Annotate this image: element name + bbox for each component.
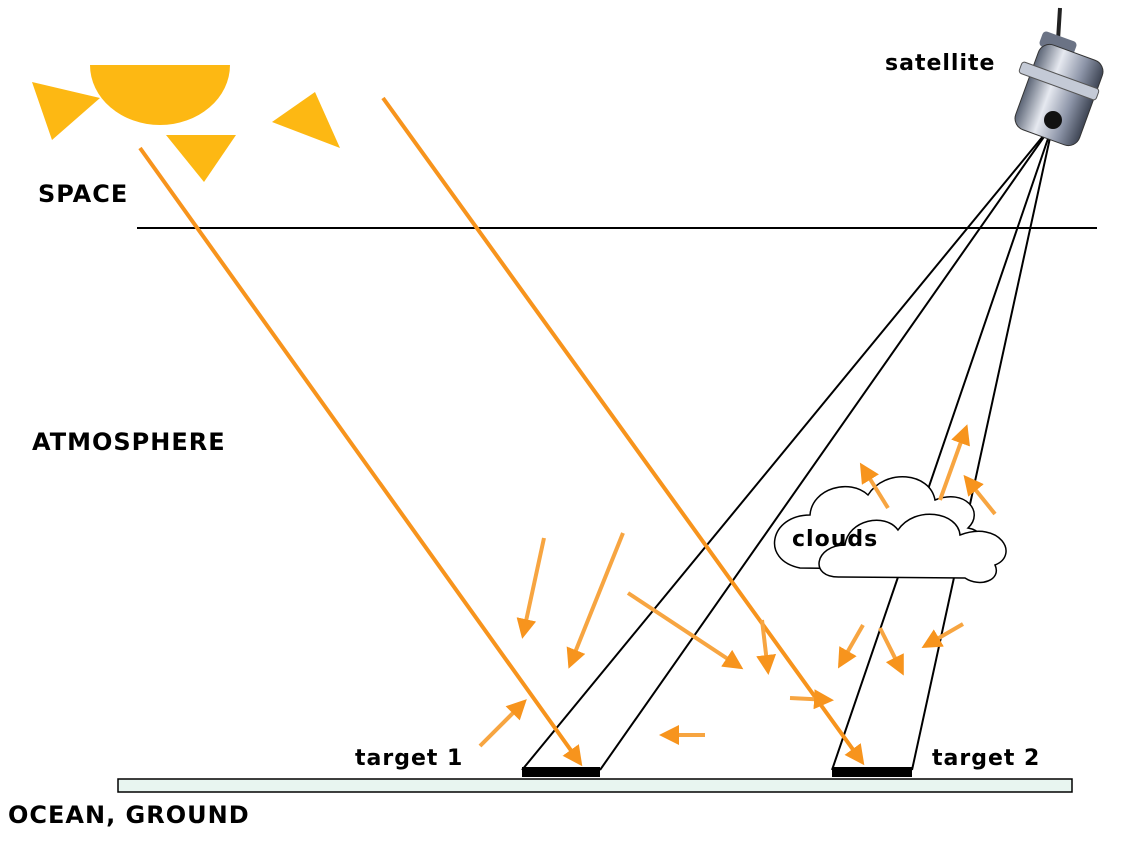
solar-ray-target2 [381,96,865,766]
view-line-target1-right [599,123,1054,771]
scatter-arrow [566,532,625,669]
solar-ray-target1 [138,146,583,767]
sun-disc [90,65,230,125]
scatter-arrow [626,591,744,670]
view-line-target2-right [911,123,1054,771]
satellite-label: satellite [885,51,995,76]
target-1-patch [522,767,600,777]
scatter-arrow [478,699,527,748]
scatter-arrows [478,424,997,748]
sun-icon [32,65,340,182]
satellite-view-lines [521,123,1054,771]
scatter-arrow [938,424,970,501]
target-2-patch [832,767,912,777]
space-label: SPACE [38,180,128,208]
sun-ray-left [32,82,100,140]
satellite-antenna [1056,7,1062,41]
ground-label: OCEAN, GROUND [8,801,250,829]
view-line-target2-left [831,123,1054,771]
target-1-label: target 1 [355,746,463,771]
sun-ray-right [272,92,340,148]
clouds-label: clouds [792,527,878,552]
scatter-arrow [963,474,997,516]
satellite-icon [1014,7,1104,147]
view-line-target1-left [521,123,1054,771]
atmosphere-label: ATMOSPHERE [32,428,226,456]
scatter-arrow [789,689,834,710]
scatter-arrow [921,622,965,649]
satellite-sensor [1044,111,1062,129]
scatter-arrow [878,627,904,676]
scatter-arrow [756,619,777,675]
scatter-arrow [516,537,546,639]
sun-ray-bottom [166,135,236,182]
solar-rays [138,96,865,767]
scatter-arrow [838,624,865,669]
ground-strip [117,778,1073,793]
cloud-icon [773,475,1007,584]
satellite-band [1018,61,1100,101]
scatter-arrow [859,462,890,510]
target-2-label: target 2 [932,746,1040,771]
cloud-front [818,513,1007,584]
